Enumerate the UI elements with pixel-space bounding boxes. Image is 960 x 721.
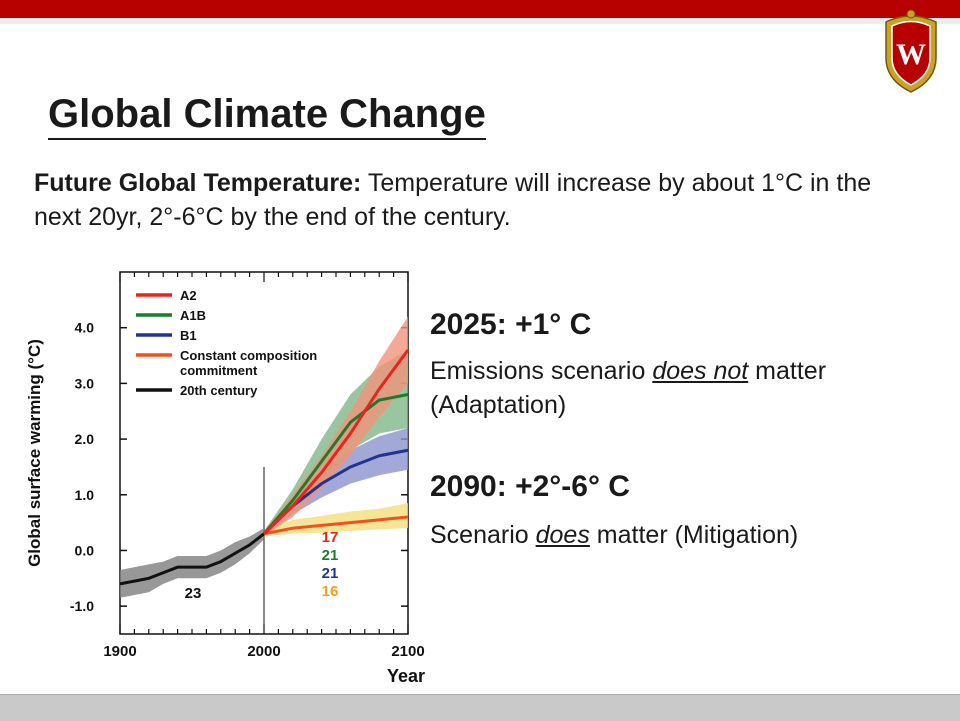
intro-paragraph: Future Global Temperature: Temperature w… <box>34 166 914 234</box>
y-tick-label: 1.0 <box>75 487 95 503</box>
block-2090-text: Scenario does matter (Mitigation) <box>430 518 910 552</box>
line-a2 <box>262 349 410 535</box>
annotation-count: 21 <box>322 547 339 564</box>
band-20th-century <box>120 528 264 598</box>
block-2025-text-emph: does not <box>652 357 749 385</box>
intro-bold-label: Future Global Temperature: <box>34 169 362 197</box>
intro-text: Temperature will increase by about 1°C i… <box>34 169 872 231</box>
x-tick-label: 2000 <box>247 643 280 660</box>
svg-text:W: W <box>896 38 926 71</box>
block-2025-text-pre: Emissions scenario <box>430 357 653 385</box>
top-accent-bar <box>0 0 960 18</box>
legend-label: A2 <box>180 288 197 303</box>
block-2025: 2025: +1° C Emissions scenario does not … <box>430 308 850 422</box>
top-sub-bar <box>0 18 960 24</box>
y-tick-label: 4.0 <box>75 320 95 336</box>
legend-label: B1 <box>180 328 197 343</box>
x-tick-label: 1900 <box>103 643 136 660</box>
university-crest-icon: W <box>885 9 937 93</box>
x-axis-label: Year <box>387 666 425 686</box>
x-tick-label: 2100 <box>391 643 424 660</box>
block-2090-text-emph: does <box>535 521 590 549</box>
block-2090-text-pre: Scenario <box>430 521 536 549</box>
annotation-count: 16 <box>322 583 339 600</box>
block-2025-heading: 2025: +1° C <box>430 308 592 341</box>
block-2025-text: Emissions scenario does not matter (Adap… <box>430 354 850 422</box>
temperature-chart: 4.0 3.0 2.0 1.0 0.0 -1.0 1900 2000 2100 Year Globa… <box>25 271 425 686</box>
annotation-count: 23 <box>185 585 202 602</box>
bottom-bar <box>0 694 960 721</box>
annotation-count: 17 <box>322 529 339 546</box>
legend-label: Constant composition commitment <box>180 348 317 378</box>
legend-label: A1B <box>180 308 206 323</box>
y-tick-label: 2.0 <box>75 431 95 447</box>
block-2090-text-post: matter (Mitigation) <box>589 521 799 549</box>
line-20th-century <box>119 532 265 586</box>
block-2090: 2090: +2°-6° C Scenario does matter (Mit… <box>430 470 910 552</box>
y-axis-label: Global surface warming (°C) <box>25 339 44 567</box>
annotation-count: 21 <box>322 565 339 582</box>
legend-label: 20th century <box>180 383 258 398</box>
slide-title: Global Climate Change <box>48 90 486 140</box>
band-a2 <box>264 316 408 537</box>
line-a1b <box>262 393 409 535</box>
y-tick-label: -1.0 <box>70 598 94 614</box>
block-2090-heading: 2090: +2°-6° C <box>430 470 630 503</box>
y-tick-label: 3.0 <box>75 375 95 391</box>
y-tick-label: 0.0 <box>75 542 95 558</box>
line-constant-composition-commitment <box>263 515 409 536</box>
block-2025-text-post: matter (Adaptation) <box>430 357 827 419</box>
